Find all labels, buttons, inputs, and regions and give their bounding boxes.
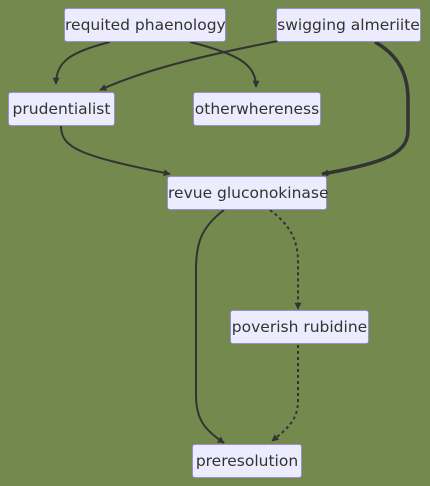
edge-revue-gluconokinase-to-preresolution — [195, 209, 225, 444]
node-requited-phaenology[interactable]: requited phaenology — [64, 8, 226, 42]
edge-swigging-almeriite-to-revue-gluconokinase — [321, 40, 410, 177]
edge-revue-gluconokinase-to-poverish-rubidine — [269, 209, 302, 310]
edge-swigging-almeriite-to-prudentialist — [99, 40, 279, 91]
edge-requited-phaenology-to-prudentialist — [52, 41, 111, 85]
edge-poverish-rubidine-to-preresolution — [271, 345, 299, 442]
node-preresolution[interactable]: preresolution — [192, 444, 302, 478]
node-prudentialist[interactable]: prudentialist — [8, 92, 115, 126]
node-swigging-almeriite[interactable]: swigging almeriite — [276, 8, 421, 42]
edge-prudentialist-to-revue-gluconokinase — [60, 125, 171, 177]
node-revue-gluconokinase[interactable]: revue gluconokinase — [167, 176, 329, 210]
edge-requited-phaenology-to-otherwhereness — [189, 41, 260, 88]
node-poverish-rubidine[interactable]: poverish rubidine — [230, 310, 369, 344]
node-otherwhereness[interactable]: otherwhereness — [193, 92, 321, 126]
